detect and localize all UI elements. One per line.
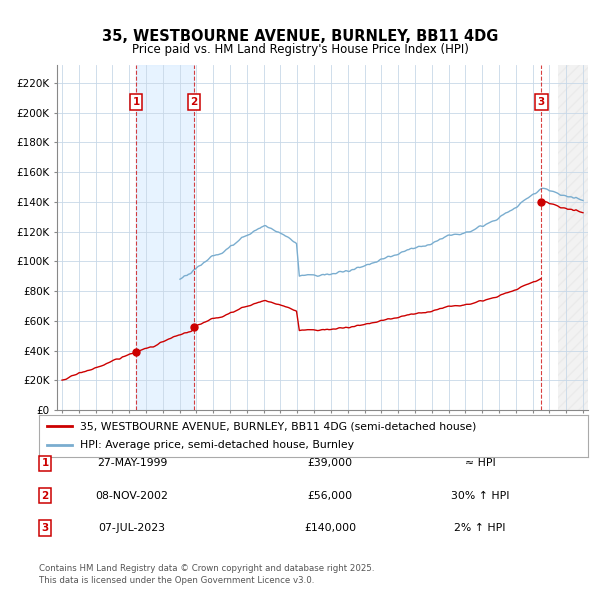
Text: 3: 3 xyxy=(538,97,545,107)
Bar xyxy=(136,65,194,410)
Text: £39,000: £39,000 xyxy=(307,458,353,468)
Text: £140,000: £140,000 xyxy=(304,523,356,533)
Text: 27-MAY-1999: 27-MAY-1999 xyxy=(97,458,167,468)
Text: 2: 2 xyxy=(190,97,197,107)
Text: £56,000: £56,000 xyxy=(307,491,353,500)
Text: 1: 1 xyxy=(41,458,49,468)
Text: 1: 1 xyxy=(133,97,140,107)
Text: Contains HM Land Registry data © Crown copyright and database right 2025.
This d: Contains HM Land Registry data © Crown c… xyxy=(39,565,374,585)
Text: 2: 2 xyxy=(41,491,49,500)
Text: 2% ↑ HPI: 2% ↑ HPI xyxy=(454,523,506,533)
Text: HPI: Average price, semi-detached house, Burnley: HPI: Average price, semi-detached house,… xyxy=(80,440,354,450)
Text: 07-JUL-2023: 07-JUL-2023 xyxy=(98,523,166,533)
Bar xyxy=(558,65,588,410)
Text: 08-NOV-2002: 08-NOV-2002 xyxy=(95,491,169,500)
Text: ≈ HPI: ≈ HPI xyxy=(464,458,496,468)
Text: 35, WESTBOURNE AVENUE, BURNLEY, BB11 4DG: 35, WESTBOURNE AVENUE, BURNLEY, BB11 4DG xyxy=(102,29,498,44)
Text: 3: 3 xyxy=(41,523,49,533)
Text: 30% ↑ HPI: 30% ↑ HPI xyxy=(451,491,509,500)
Text: Price paid vs. HM Land Registry's House Price Index (HPI): Price paid vs. HM Land Registry's House … xyxy=(131,43,469,56)
Text: 35, WESTBOURNE AVENUE, BURNLEY, BB11 4DG (semi-detached house): 35, WESTBOURNE AVENUE, BURNLEY, BB11 4DG… xyxy=(80,421,476,431)
